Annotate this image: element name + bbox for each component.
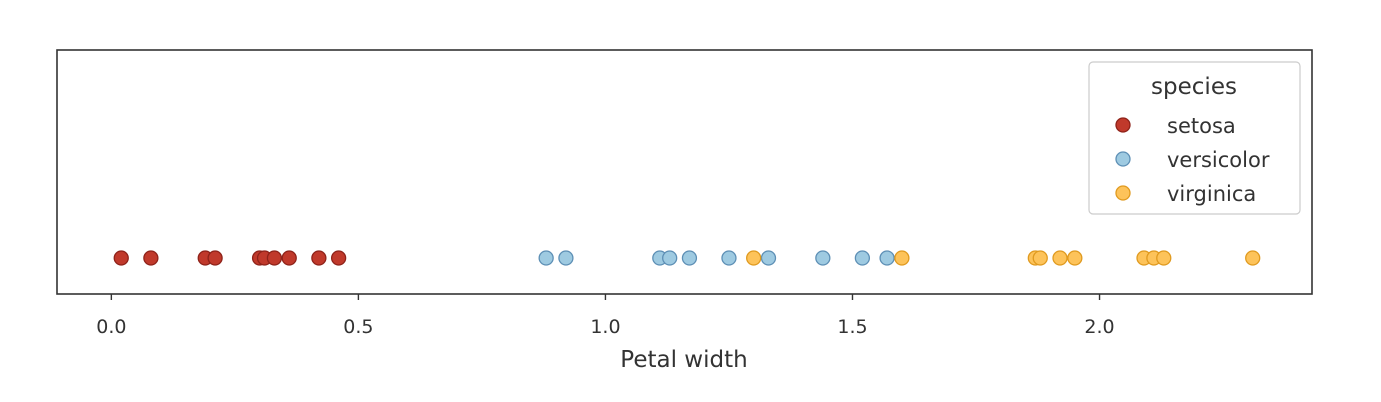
legend-box (1088, 61, 1301, 215)
data-point-setosa (330, 250, 347, 266)
legend-label-setosa: setosa (1167, 114, 1236, 138)
data-point-versicolor (681, 250, 698, 266)
legend: species setosa versicolor virginica (1088, 61, 1301, 215)
data-point-versicolor (760, 250, 777, 266)
data-point-versicolor (879, 250, 895, 266)
data-point-virginica (894, 250, 910, 266)
legend-marker-versicolor (1115, 151, 1131, 167)
legend-title: species (1151, 74, 1237, 100)
x-axis: 0.0 0.5 1.0 1.5 2.0 (96, 294, 1115, 338)
x-tick-label: 1.0 (590, 316, 620, 338)
x-tick-label: 0.5 (343, 316, 373, 338)
x-tick-label: 0.0 (96, 316, 126, 338)
data-point-virginica (746, 250, 762, 266)
data-point-versicolor (815, 250, 831, 266)
x-tick-label: 1.5 (837, 316, 867, 338)
plot-frame (56, 49, 1313, 295)
data-point-virginica (1067, 250, 1083, 266)
data-point-virginica (1245, 250, 1261, 266)
legend-label-virginica: virginica (1167, 182, 1256, 206)
data-point-versicolor (721, 250, 737, 266)
data-point-versicolor (854, 250, 871, 266)
legend-label-versicolor: versicolor (1167, 148, 1270, 172)
x-axis-label: Petal width (620, 347, 747, 373)
data-point-setosa (207, 250, 223, 266)
legend-marker-setosa (1115, 117, 1131, 133)
data-point-setosa (143, 250, 159, 266)
legend-marker-virginica (1115, 185, 1131, 201)
data-point-versicolor (538, 250, 554, 266)
data-point-virginica (1052, 250, 1068, 266)
data-point-setosa (281, 250, 297, 266)
data-point-virginica (1156, 250, 1172, 266)
x-tick-label: 2.0 (1084, 316, 1114, 338)
data-point-setosa (311, 250, 327, 266)
data-point-setosa (113, 250, 129, 266)
data-point-virginica (1032, 250, 1048, 266)
data-point-versicolor (662, 250, 678, 266)
data-point-versicolor (558, 250, 574, 266)
data-points (113, 250, 1261, 266)
data-point-setosa (266, 250, 283, 266)
